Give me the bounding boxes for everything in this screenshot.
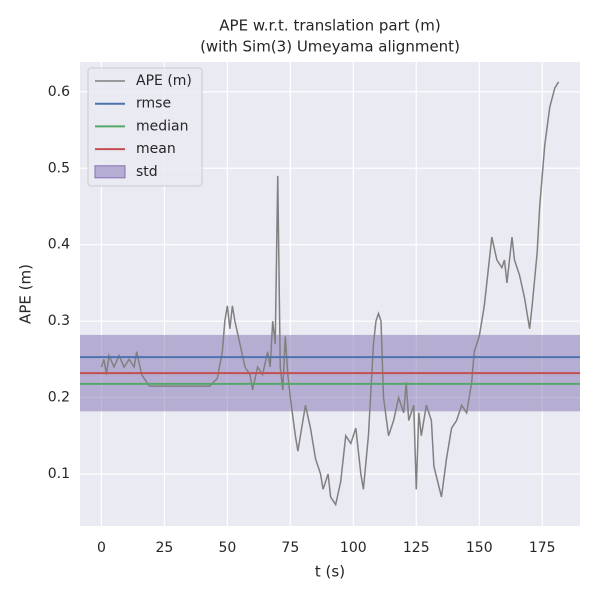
x-tick-label: 100 bbox=[340, 540, 367, 556]
legend-label: mean bbox=[136, 141, 176, 157]
x-tick-label: 50 bbox=[218, 540, 236, 556]
legend-label: rmse bbox=[136, 96, 171, 112]
chart-title: APE w.r.t. translation part (m) bbox=[219, 17, 440, 35]
x-axis-label: t (s) bbox=[315, 563, 345, 581]
legend-label: std bbox=[136, 164, 158, 180]
legend-box bbox=[87, 67, 203, 187]
x-tick-label: 175 bbox=[529, 540, 556, 556]
x-tick-label: 75 bbox=[281, 540, 299, 556]
legend-swatch bbox=[94, 165, 126, 179]
x-tick-label: 0 bbox=[97, 540, 106, 556]
y-tick-label: 0.1 bbox=[48, 466, 70, 482]
y-tick-label: 0.2 bbox=[48, 390, 70, 406]
chart-subtitle: (with Sim(3) Umeyama alignment) bbox=[200, 38, 460, 56]
plot-layer bbox=[80, 81, 580, 507]
legend-label: median bbox=[136, 118, 188, 134]
x-tick-label: 125 bbox=[403, 540, 430, 556]
x-tick-label: 150 bbox=[466, 540, 493, 556]
y-tick-label: 0.5 bbox=[48, 160, 70, 176]
y-axis-label: APE (m) bbox=[17, 264, 35, 324]
legend-label: APE (m) bbox=[136, 73, 192, 89]
data-line bbox=[100, 81, 560, 507]
y-tick-label: 0.6 bbox=[48, 84, 70, 100]
y-tick-label: 0.4 bbox=[48, 237, 70, 253]
y-tick-label: 0.3 bbox=[48, 313, 70, 329]
x-tick-label: 25 bbox=[155, 540, 173, 556]
